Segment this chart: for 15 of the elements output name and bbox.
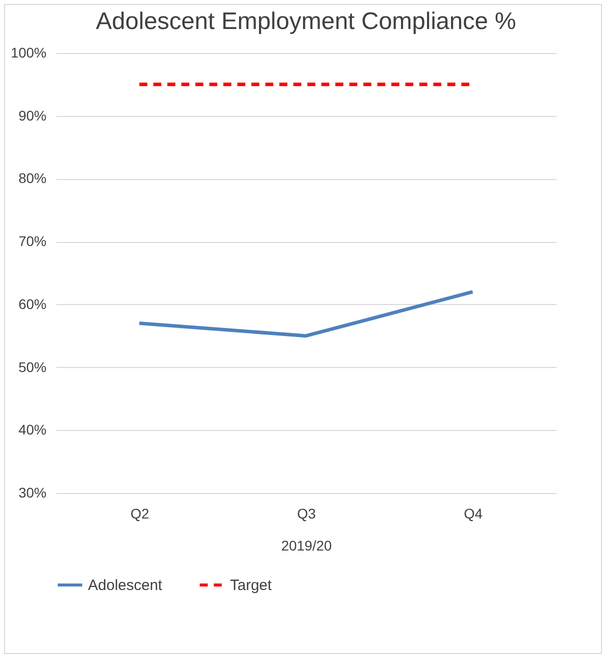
legend-label: Target xyxy=(230,577,273,594)
y-tick-label: 70% xyxy=(18,233,46,250)
y-tick-label: 40% xyxy=(18,422,46,438)
y-tick-label: 50% xyxy=(18,358,46,375)
x-tick-label: Q2 xyxy=(130,506,150,522)
y-tick-label: 80% xyxy=(18,170,46,186)
x-tick-label: Q4 xyxy=(464,506,483,522)
y-tick-label: 90% xyxy=(18,107,46,124)
y-tick-label: 60% xyxy=(18,296,46,312)
legend-label: Adolescent xyxy=(88,577,164,594)
y-tick-label: 100% xyxy=(10,44,46,60)
chart-title: Adolescent Employment Compliance % xyxy=(96,8,516,35)
y-tick-label: 30% xyxy=(18,484,46,500)
x-axis-title: 2019/20 xyxy=(281,538,332,554)
x-tick-label: Q3 xyxy=(297,506,316,522)
